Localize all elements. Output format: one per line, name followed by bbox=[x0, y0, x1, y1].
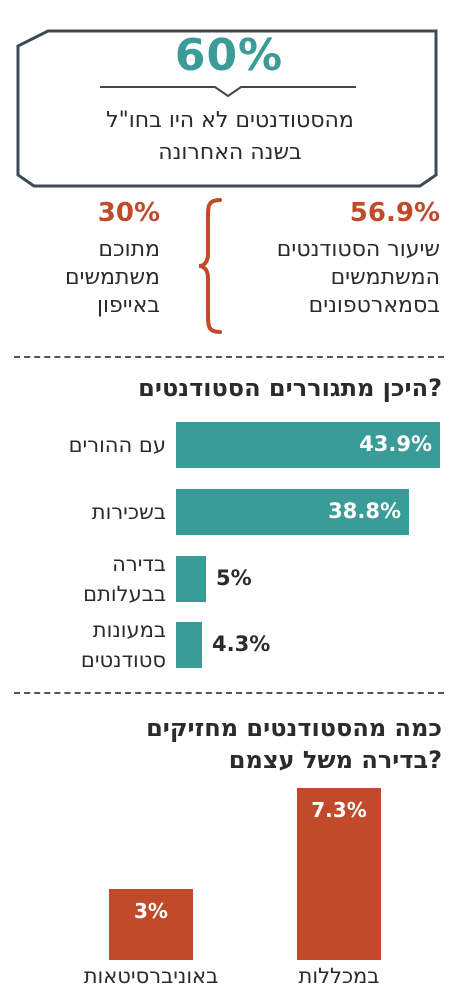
ownership-column bbox=[297, 788, 381, 960]
divider-1 bbox=[14, 356, 444, 358]
smartphone-label-line-3: בסמארטפונים bbox=[308, 293, 440, 318]
iphone-label-line-3: באייפון bbox=[97, 293, 160, 318]
smartphone-rate-value: 56.9% bbox=[349, 198, 440, 228]
living-bar bbox=[176, 489, 409, 535]
living-bar-label: בדירה בבעלותם bbox=[83, 552, 166, 606]
living-bar bbox=[176, 622, 202, 668]
curly-brace bbox=[198, 198, 222, 334]
living-bar-value: 43.9% bbox=[359, 432, 432, 456]
headline-divider bbox=[100, 86, 356, 98]
ownership-title-line-1: כמה מהסטודנטים מחזיקים bbox=[146, 714, 442, 742]
ownership-column-label: במכללות bbox=[298, 964, 380, 988]
ownership-column-value: 3% bbox=[134, 899, 168, 923]
living-bar-value: 38.8% bbox=[328, 499, 401, 523]
ownership-column bbox=[109, 889, 193, 960]
smartphone-label-line-2: המשתמשים bbox=[330, 265, 440, 290]
iphone-label-line-1: מתוכם bbox=[98, 237, 160, 262]
living-bar-label: בשכירות bbox=[91, 500, 166, 524]
smartphone-rate-label: שיעור הסטודנטים המשתמשים בסמארטפונים bbox=[277, 236, 440, 320]
living-bar-label: במעונות סטודנטים bbox=[80, 618, 166, 672]
headline-line-2: בשנה האחרונה bbox=[158, 140, 302, 165]
headline-frame-border bbox=[16, 29, 438, 188]
living-bar-value: 5% bbox=[216, 566, 252, 590]
iphone-rate-value: 30% bbox=[97, 198, 160, 228]
ownership-title-line-2: בדירה משל עצמם? bbox=[228, 746, 442, 774]
smartphone-label-line-1: שיעור הסטודנטים bbox=[276, 237, 440, 262]
divider-2 bbox=[14, 692, 444, 694]
headline-frame bbox=[16, 29, 438, 188]
ownership-column-label: באוניברסיטאות bbox=[83, 964, 219, 988]
living-bar bbox=[176, 422, 440, 468]
living-title: היכן מתגוררים הסטודנטים? bbox=[138, 374, 442, 402]
headline-line-1: מהסטודנטים לא היו בחו"ל bbox=[106, 108, 354, 133]
headline-percent: 60% bbox=[174, 30, 284, 81]
iphone-rate-label: מתוכם משתמשים באייפון bbox=[65, 236, 160, 320]
ownership-column-value: 7.3% bbox=[311, 798, 367, 822]
living-bar bbox=[176, 556, 206, 602]
iphone-label-line-2: משתמשים bbox=[64, 265, 160, 290]
living-bar-label: עם ההורים bbox=[68, 433, 166, 457]
living-bar-value: 4.3% bbox=[212, 632, 271, 656]
